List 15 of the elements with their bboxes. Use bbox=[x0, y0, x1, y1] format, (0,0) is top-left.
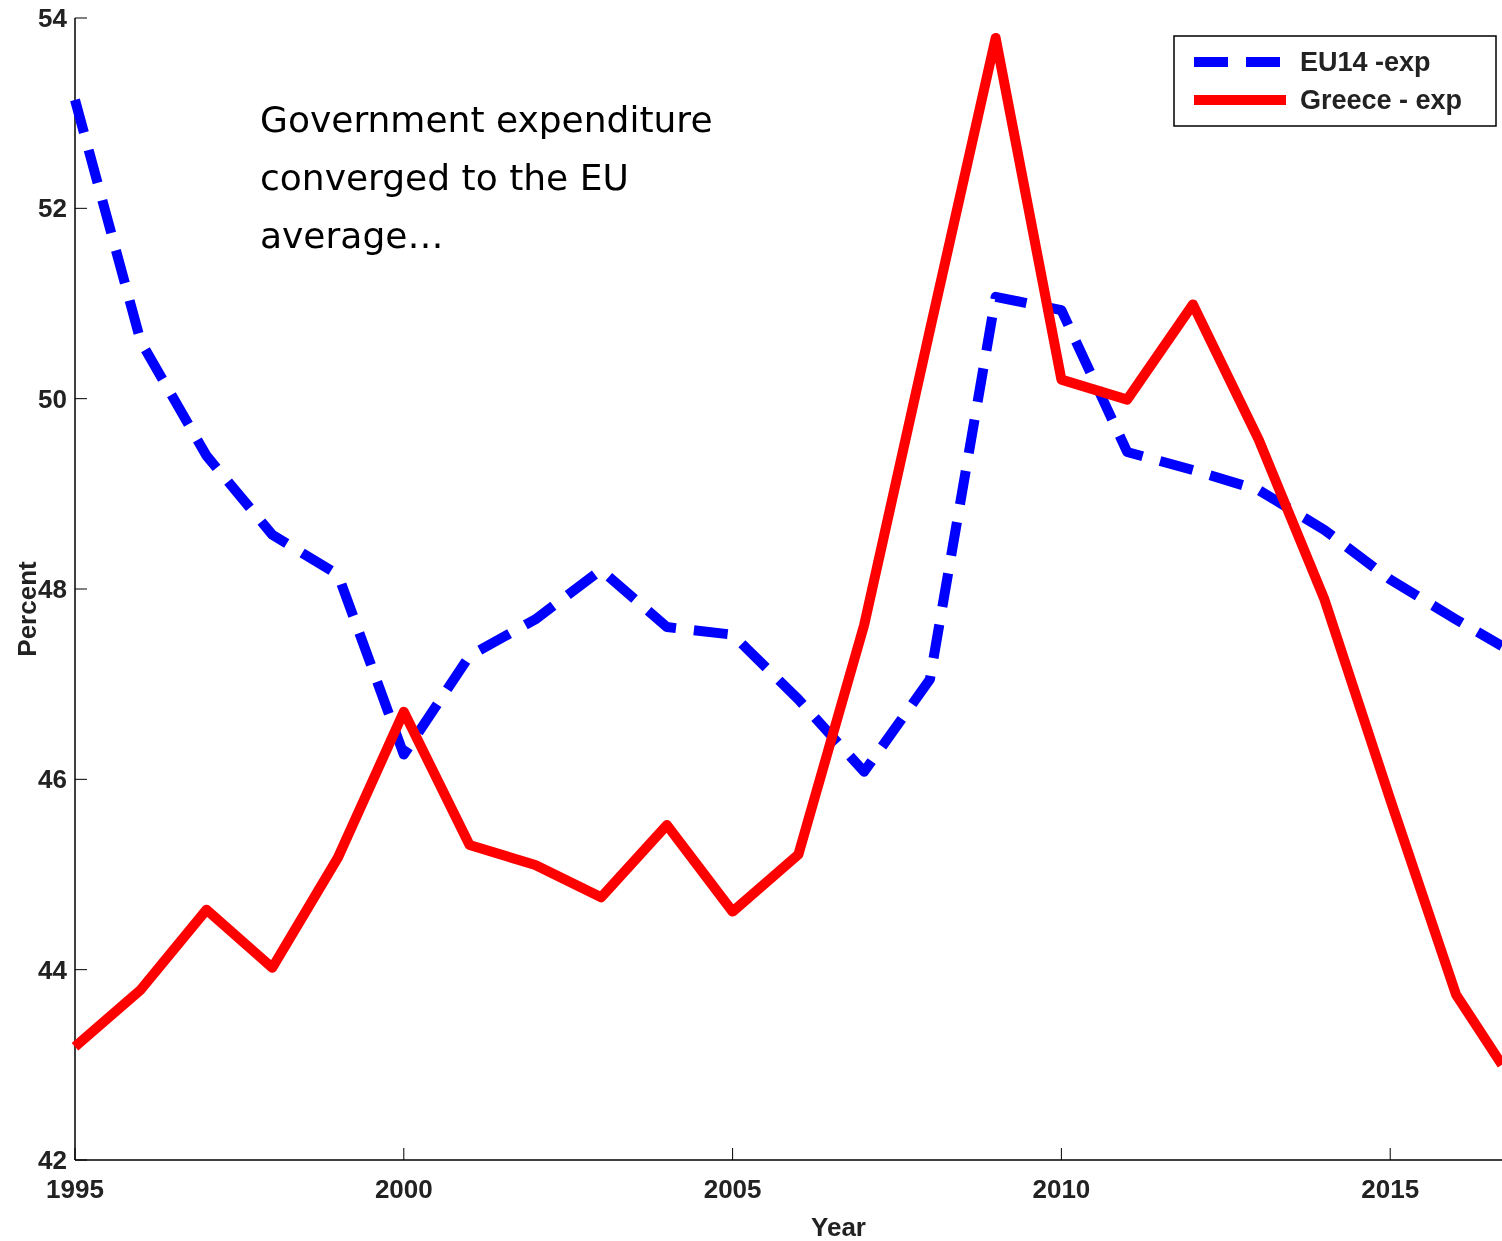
y-tick-label: 54 bbox=[38, 3, 68, 34]
x-tick-label: 2010 bbox=[1032, 1174, 1091, 1204]
y-tick-label: 50 bbox=[38, 383, 67, 414]
x-tick-label: 2000 bbox=[374, 1174, 433, 1204]
y-tick-label: 52 bbox=[38, 193, 67, 224]
legend-label: EU14 -exp bbox=[1300, 47, 1431, 78]
x-axis-title: Year bbox=[811, 1212, 866, 1241]
x-tick-label: 2015 bbox=[1361, 1174, 1420, 1204]
y-tick-label: 42 bbox=[38, 1145, 67, 1176]
y-tick-label: 44 bbox=[38, 954, 68, 985]
legend-label: Greece - exp bbox=[1300, 85, 1463, 116]
x-tick-label: 2005 bbox=[703, 1174, 762, 1204]
annotation: Government expenditure converged to the EU average… bbox=[260, 99, 713, 256]
x-tick-label: 1995 bbox=[46, 1174, 104, 1204]
y-tick-label: 46 bbox=[38, 764, 67, 795]
